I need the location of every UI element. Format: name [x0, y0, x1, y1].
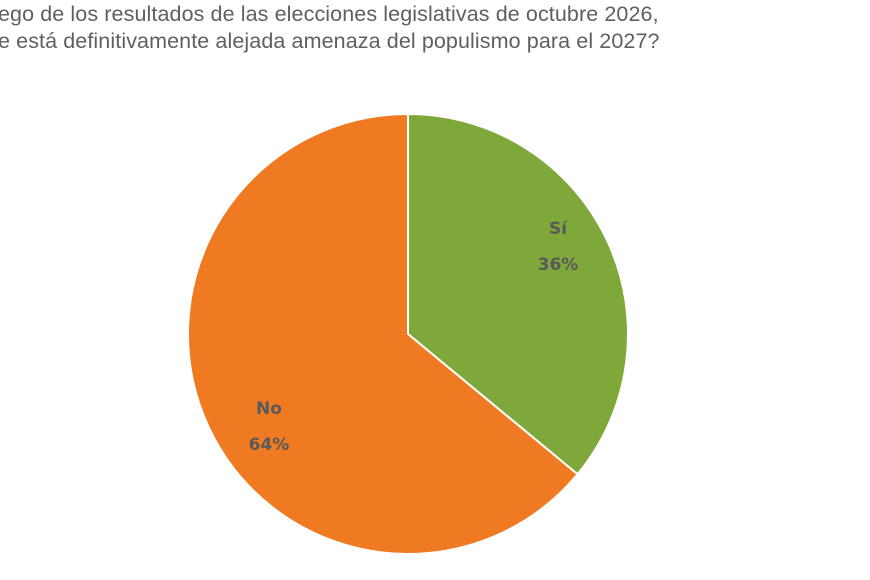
slice-label-yes-category: Sí [549, 219, 568, 239]
pie-slice-no [187, 113, 579, 555]
slice-label-no-value: 64% [249, 435, 290, 455]
chart-title-line-1: ego de los resultados de las elecciones … [0, 2, 659, 26]
pie-slices [187, 113, 629, 555]
chart-title-line-2: e está definitivamente alejada amenaza d… [0, 29, 660, 53]
pie-slice-yes [407, 113, 629, 476]
slice-label-yes-value: 36% [538, 255, 579, 275]
slice-label-no-category: No [256, 399, 282, 419]
